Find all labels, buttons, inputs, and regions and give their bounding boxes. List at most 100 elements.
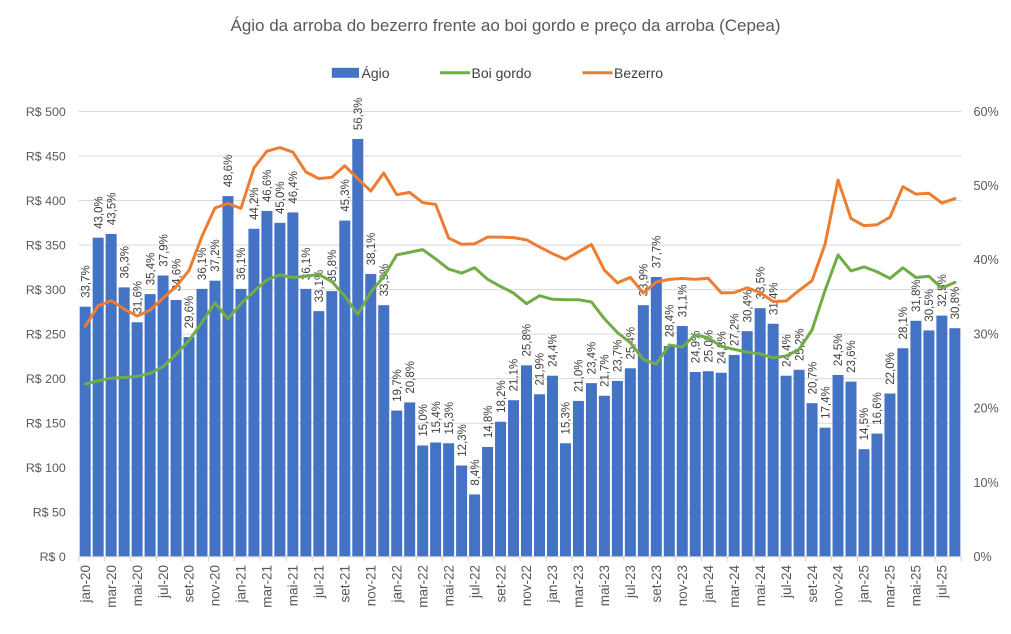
svg-text:31,6%: 31,6% [132,281,144,314]
svg-text:jul-20: jul-20 [156,565,171,599]
svg-text:R$ 50: R$ 50 [33,506,66,520]
svg-text:jul-22: jul-22 [467,565,482,599]
svg-text:mai-23: mai-23 [597,565,612,606]
svg-text:23,7%: 23,7% [613,340,625,373]
svg-text:14,8%: 14,8% [483,406,495,439]
svg-text:8,4%: 8,4% [470,459,482,485]
svg-text:R$ 350: R$ 350 [26,238,66,252]
svg-text:nov-23: nov-23 [675,565,690,606]
svg-text:30%: 30% [974,327,999,341]
svg-text:30,8%: 30,8% [950,287,962,320]
svg-text:45,3%: 45,3% [340,179,352,212]
svg-text:24,4%: 24,4% [781,334,793,367]
svg-text:37,9%: 37,9% [158,234,170,267]
svg-text:jul-25: jul-25 [935,565,950,599]
svg-text:set-20: set-20 [182,565,197,603]
svg-text:21,7%: 21,7% [600,354,612,387]
svg-text:16,6%: 16,6% [872,392,884,425]
svg-text:mai-21: mai-21 [286,565,301,606]
svg-text:30,4%: 30,4% [742,290,754,323]
svg-text:31,4%: 31,4% [768,282,780,315]
svg-text:R$ 500: R$ 500 [26,105,66,119]
svg-text:37,2%: 37,2% [210,239,222,272]
svg-text:48,6%: 48,6% [223,155,235,188]
svg-text:46,4%: 46,4% [288,171,300,204]
svg-text:nov-21: nov-21 [363,565,378,606]
svg-text:set-21: set-21 [337,565,352,603]
svg-text:36,1%: 36,1% [197,247,209,280]
svg-text:60%: 60% [974,105,999,119]
svg-text:43,0%: 43,0% [93,196,105,229]
svg-text:15,0%: 15,0% [418,404,430,437]
svg-text:R$ 150: R$ 150 [26,417,66,431]
svg-text:mai-22: mai-22 [441,565,456,606]
svg-text:mai-24: mai-24 [753,565,768,607]
svg-text:jan-24: jan-24 [701,565,716,604]
svg-text:28,4%: 28,4% [664,305,676,338]
svg-text:15,3%: 15,3% [561,402,573,435]
svg-text:jul-21: jul-21 [312,565,327,599]
svg-text:jul-24: jul-24 [779,565,794,600]
svg-text:R$ 250: R$ 250 [26,327,66,341]
svg-text:R$ 0: R$ 0 [40,550,66,564]
svg-text:25,8%: 25,8% [522,324,534,357]
svg-text:nov-24: nov-24 [831,565,846,607]
svg-text:Bezerro: Bezerro [614,65,663,81]
svg-text:R$ 300: R$ 300 [26,283,66,297]
svg-text:23,6%: 23,6% [846,340,858,373]
svg-text:33,7%: 33,7% [80,265,92,298]
svg-text:jan-22: jan-22 [389,565,404,604]
svg-text:38,1%: 38,1% [366,233,378,266]
svg-text:28,1%: 28,1% [898,307,910,340]
svg-text:mar-25: mar-25 [883,565,898,608]
svg-text:jan-21: jan-21 [234,565,249,604]
svg-text:32,5%: 32,5% [937,274,949,307]
svg-text:20,7%: 20,7% [807,362,819,395]
svg-text:jul-23: jul-23 [623,565,638,599]
svg-text:31,1%: 31,1% [677,285,689,318]
svg-text:set-22: set-22 [493,565,508,603]
svg-text:15,3%: 15,3% [444,402,456,435]
svg-text:50%: 50% [974,179,999,193]
svg-text:36,3%: 36,3% [119,246,131,279]
svg-text:56,3%: 56,3% [353,98,365,131]
svg-text:18,2%: 18,2% [496,380,508,413]
svg-text:17,4%: 17,4% [820,386,832,419]
svg-text:14,5%: 14,5% [859,408,871,441]
svg-text:45,0%: 45,0% [275,181,287,214]
svg-text:mai-25: mai-25 [909,565,924,606]
svg-text:jan-23: jan-23 [545,565,560,604]
svg-text:R$ 450: R$ 450 [26,149,66,163]
svg-text:24,4%: 24,4% [548,334,560,367]
svg-text:10%: 10% [974,476,999,490]
svg-text:mar-21: mar-21 [260,565,275,608]
svg-text:set-23: set-23 [649,565,664,603]
svg-text:20,8%: 20,8% [405,361,417,394]
svg-text:21,1%: 21,1% [509,359,521,392]
svg-text:mai-20: mai-20 [130,565,145,606]
svg-text:22,0%: 22,0% [885,352,897,385]
svg-text:R$ 400: R$ 400 [26,194,66,208]
svg-text:nov-20: nov-20 [208,565,223,606]
svg-text:Ágio da arroba do bezerro fren: Ágio da arroba do bezerro frente ao boi … [230,16,780,35]
svg-text:R$ 200: R$ 200 [26,372,66,386]
svg-text:37,7%: 37,7% [652,236,664,269]
svg-text:mar-20: mar-20 [104,565,119,608]
svg-text:36,1%: 36,1% [301,247,313,280]
svg-text:R$ 100: R$ 100 [26,461,66,475]
svg-text:set-24: set-24 [805,565,820,603]
svg-text:25,0%: 25,0% [703,330,715,363]
svg-text:0%: 0% [974,550,992,564]
svg-text:nov-22: nov-22 [519,565,534,606]
svg-text:mar-22: mar-22 [415,565,430,608]
svg-text:36,1%: 36,1% [236,247,248,280]
svg-text:mar-24: mar-24 [727,565,742,608]
svg-text:29,6%: 29,6% [184,296,196,329]
svg-text:Boi gordo: Boi gordo [472,65,532,81]
svg-text:31,8%: 31,8% [911,279,923,312]
svg-text:jan-25: jan-25 [857,565,872,604]
svg-text:12,3%: 12,3% [457,424,469,457]
svg-text:44,2%: 44,2% [249,187,261,220]
svg-text:Ágio: Ágio [362,65,390,81]
svg-text:40%: 40% [974,253,999,267]
